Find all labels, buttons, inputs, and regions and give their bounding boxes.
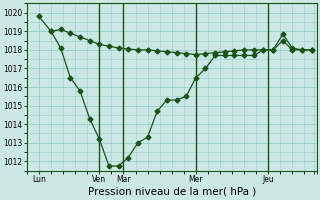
X-axis label: Pression niveau de la mer( hPa ): Pression niveau de la mer( hPa ) xyxy=(88,187,256,197)
